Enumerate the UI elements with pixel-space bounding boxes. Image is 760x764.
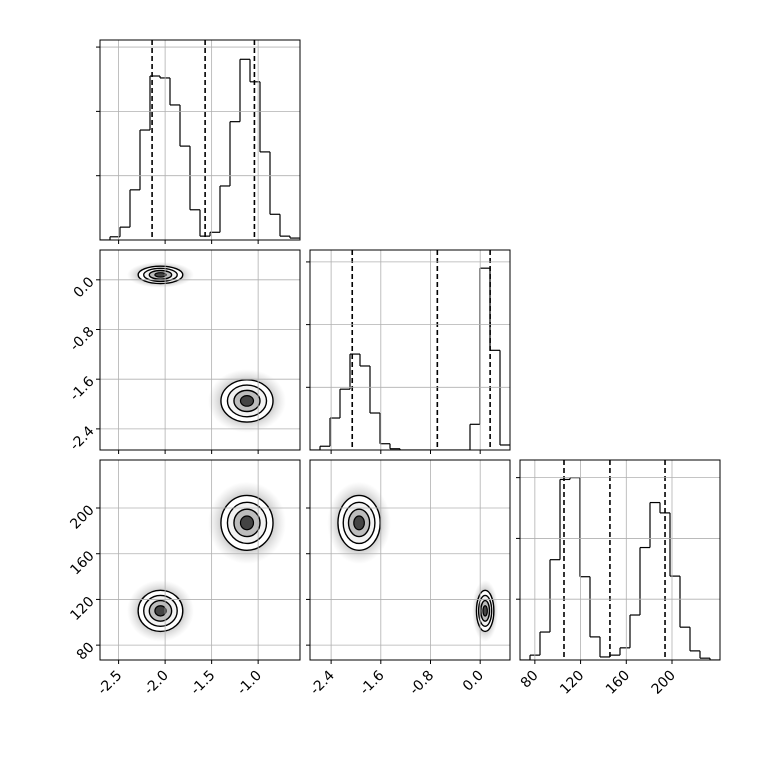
panel-body — [126, 481, 287, 642]
y-tick-label: 160 — [67, 548, 97, 578]
y-tick-label: 120 — [67, 594, 97, 624]
panel-background — [100, 40, 300, 240]
panel-body — [126, 261, 287, 433]
x-tick-label: -0.8 — [407, 668, 438, 699]
y-tick-label: -0.8 — [67, 324, 98, 355]
panel-frame — [309, 249, 511, 451]
panel-background — [310, 250, 510, 450]
panel-frame — [99, 459, 301, 661]
panel-frame — [519, 459, 721, 661]
y-tick-label: -2.4 — [67, 423, 98, 454]
y-tick-label: 0.0 — [71, 274, 98, 301]
panel — [96, 39, 301, 244]
x-tick-label: 80 — [518, 668, 542, 692]
x-tick-label: 120 — [557, 668, 587, 698]
x-tick-label: -1.5 — [188, 668, 219, 699]
panel: 80 120 160 200 — [516, 459, 721, 698]
x-tick-label: -2.0 — [141, 668, 172, 699]
panel-frame — [309, 459, 511, 661]
density-core — [239, 395, 255, 407]
x-tick-label: -1.0 — [234, 668, 265, 699]
x-tick-label: -1.6 — [357, 667, 388, 698]
density-core — [482, 605, 488, 617]
density-core — [154, 605, 167, 617]
x-tick-label: 160 — [603, 668, 633, 698]
x-tick-label: -2.5 — [95, 668, 126, 699]
x-tick-label: -2.4 — [307, 667, 338, 698]
y-tick-label: 200 — [67, 502, 97, 532]
panel-body — [327, 481, 499, 642]
y-tick-label: -1.6 — [67, 373, 98, 404]
panel-frame — [99, 39, 301, 241]
panel-body — [520, 460, 720, 660]
density-core — [154, 272, 167, 278]
panel: -2.5 -2.0 -1.5 -1.0 80 120 160 200 — [67, 459, 301, 699]
panel: -2.4 -1.6 -0.8 0.0 — [67, 249, 301, 454]
density-core — [239, 515, 255, 531]
x-tick-label: 0.0 — [460, 668, 487, 695]
panel-body — [100, 40, 300, 240]
x-tick-label: 200 — [649, 668, 679, 698]
panel — [306, 249, 511, 454]
density-core — [353, 515, 365, 531]
panel-frame — [99, 249, 301, 451]
panel: -2.4 -1.6 -0.8 0.0 — [306, 459, 511, 699]
y-tick-label: 80 — [74, 639, 98, 663]
